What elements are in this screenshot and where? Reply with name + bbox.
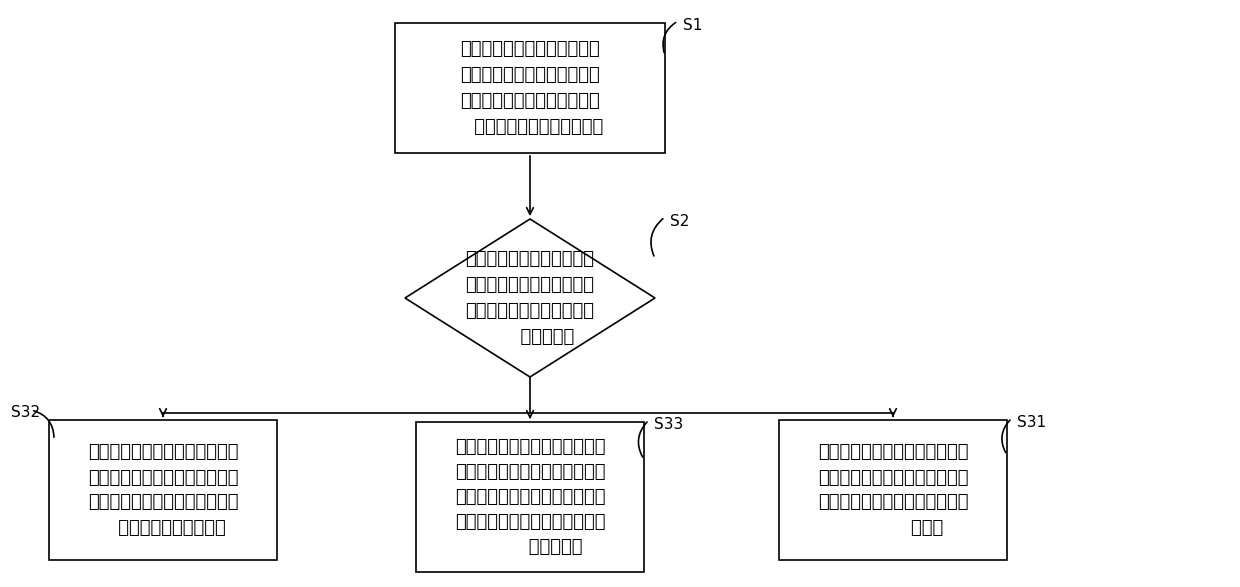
Bar [415, 422, 644, 572]
Text: S31: S31 [1017, 415, 1047, 430]
Text: 检测空气湿度值和湿度传感器
的输出电压，得到空气湿度值
随时间变化曲线和湿度传感器
   的输出电压随时间变化曲线: 检测空气湿度值和湿度传感器 的输出电压，得到空气湿度值 随时间变化曲线和湿度传感… [456, 41, 603, 136]
Bar [779, 420, 1007, 560]
Text: 在第一时间段内之前的第二时间
段内，根据空气湿度值持续上升
和湿度传感器的输出电压持续上
   升，确定没有出现燃烧: 在第一时间段内之前的第二时间 段内，根据空气湿度值持续上升 和湿度传感器的输出电… [88, 444, 238, 537]
Text: 在第一时间段内，根据空气湿度
值持续低于预设阈值和湿度传感
器的输出电压持续上升，确定出
            现燃烧: 在第一时间段内，根据空气湿度 值持续低于预设阈值和湿度传感 器的输出电压持续上升… [817, 444, 968, 537]
Text: S32: S32 [11, 405, 40, 420]
Polygon shape [405, 219, 655, 377]
Bar [396, 23, 665, 153]
Text: S2: S2 [670, 214, 689, 229]
Text: 在第一时间段内之前而在第二时
间段之后的第三时间段内，根据
空气湿度值持续下降和湿度传感
器的输出电压持续下降，确定没
         有出现燃烧: 在第一时间段内之前而在第二时 间段之后的第三时间段内，根据 空气湿度值持续下降和… [455, 438, 605, 556]
Text: S33: S33 [653, 417, 683, 432]
Text: 根据空气湿度值随时间变化
曲线和湿度传感器的输出电
压随时间变化曲线，判断是
      否出现燃烧: 根据空气湿度值随时间变化 曲线和湿度传感器的输出电 压随时间变化曲线，判断是 否… [465, 251, 594, 346]
Text: S1: S1 [683, 18, 702, 33]
Bar [50, 420, 277, 560]
